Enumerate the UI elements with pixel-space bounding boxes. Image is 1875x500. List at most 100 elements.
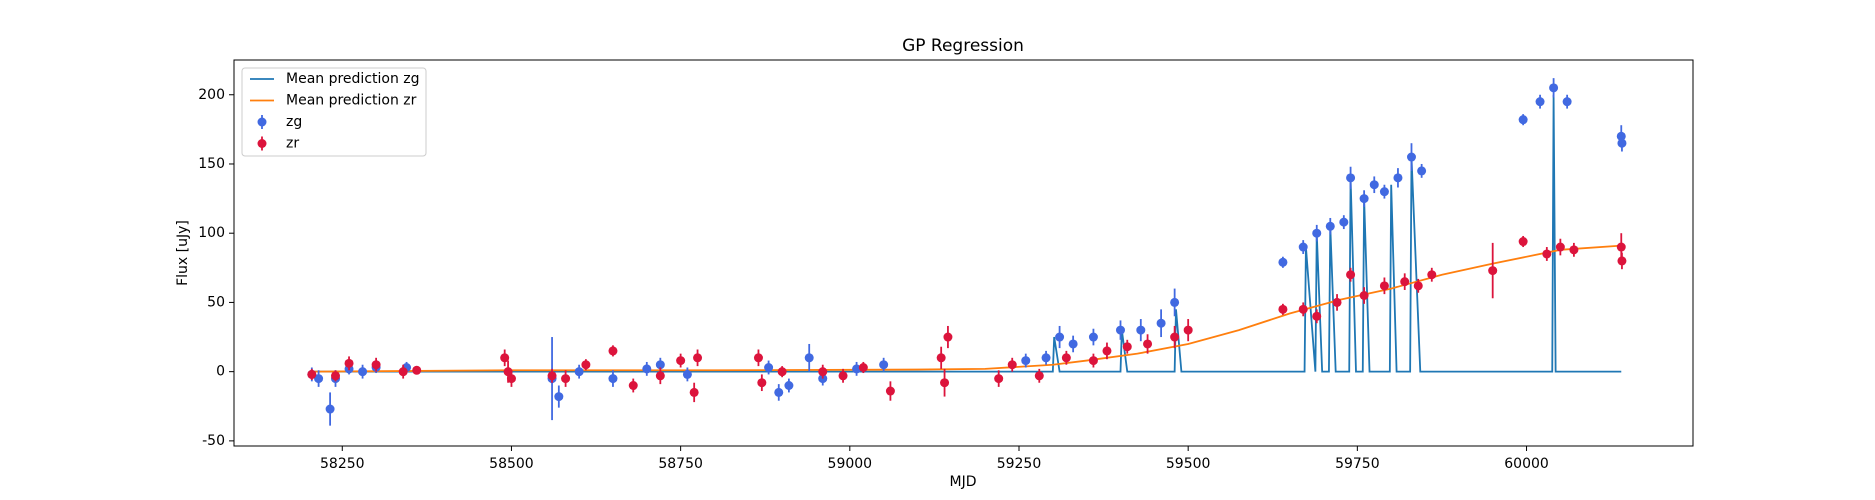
data-point [994,374,1004,384]
data-point [1041,353,1051,363]
data-point [554,392,564,402]
data-point [777,367,787,377]
data-point [1325,221,1335,231]
data-point [1007,360,1017,370]
data-point [1417,166,1427,176]
legend-swatch [257,139,267,148]
data-point [307,369,317,379]
data-point [1034,371,1044,381]
data-point [628,380,638,390]
y-axis-label: Flux [uJy] [175,220,191,286]
y-tick-label: 50 [207,294,225,310]
data-point [757,378,767,388]
plot-area [233,59,1694,447]
legend-label: zr [286,136,299,152]
data-point [764,362,774,372]
data-point [608,374,618,384]
data-point [1143,339,1153,349]
y-tick-label: 100 [198,225,225,241]
data-point [1617,138,1627,148]
data-point [818,367,828,377]
legend-swatch [257,117,267,127]
y-tick-label: 150 [198,156,225,172]
data-point [1555,242,1565,252]
data-point [1406,152,1416,162]
data-point [1346,270,1356,280]
data-point [804,353,814,363]
data-point [1055,332,1065,342]
data-point [1400,277,1410,287]
data-point [655,360,665,370]
data-point [1298,242,1308,252]
data-point [1332,297,1342,307]
data-point [574,367,584,377]
data-point [1170,297,1180,307]
data-point [1339,217,1349,227]
data-point [1518,115,1528,125]
data-point [344,358,354,368]
data-point [1115,325,1125,335]
chart-title: GP Regression [902,36,1024,56]
data-point [503,367,513,377]
data-point [1122,342,1132,352]
data-point [358,367,368,377]
legend-label: Mean prediction zg [286,71,420,87]
data-point [1156,318,1166,328]
data-point [1379,187,1389,197]
data-point [500,353,510,363]
data-point [1088,356,1098,366]
data-point [682,369,692,379]
data-point [561,374,571,384]
x-tick-label: 58750 [658,456,703,472]
data-point [774,387,784,397]
data-point [581,360,591,370]
data-point [1102,346,1112,356]
data-point [852,364,862,374]
data-point [1542,249,1552,259]
data-point [936,353,946,363]
data-point [325,404,335,414]
data-point [1616,242,1626,252]
data-point [689,387,699,397]
data-point [838,371,848,381]
x-tick-label: 59500 [1166,456,1211,472]
data-point [1562,97,1572,107]
data-point [1088,332,1098,342]
data-point [655,371,665,381]
data-point [1488,266,1498,276]
data-point [693,353,703,363]
data-point [858,362,868,372]
data-point [1379,281,1389,291]
y-tick-label: 0 [216,364,225,380]
data-point [314,374,324,384]
data-point [784,380,794,390]
data-point [642,364,652,374]
data-point [1312,311,1322,321]
data-point [753,353,763,363]
data-point [676,356,686,366]
data-point [1359,291,1369,301]
data-point [1346,173,1356,183]
data-point [398,367,408,377]
data-point [885,386,895,396]
data-point [1021,356,1031,366]
mean-line [311,94,1622,373]
x-tick-label: 59750 [1335,456,1380,472]
data-point [1312,228,1322,238]
x-tick-label: 60000 [1504,456,1549,472]
data-point [1427,270,1437,280]
mean-line [311,244,1622,373]
legend-label: Mean prediction zr [286,93,417,109]
data-point [412,365,422,375]
data-point [879,360,889,370]
x-tick-label: 58250 [320,456,365,472]
data-point [331,371,341,381]
data-point [608,346,618,356]
data-point [1393,173,1403,183]
data-point [1068,339,1078,349]
data-point [371,360,381,370]
legend-label: zg [286,114,302,130]
legend-box [241,67,427,157]
data-point [1278,257,1288,267]
